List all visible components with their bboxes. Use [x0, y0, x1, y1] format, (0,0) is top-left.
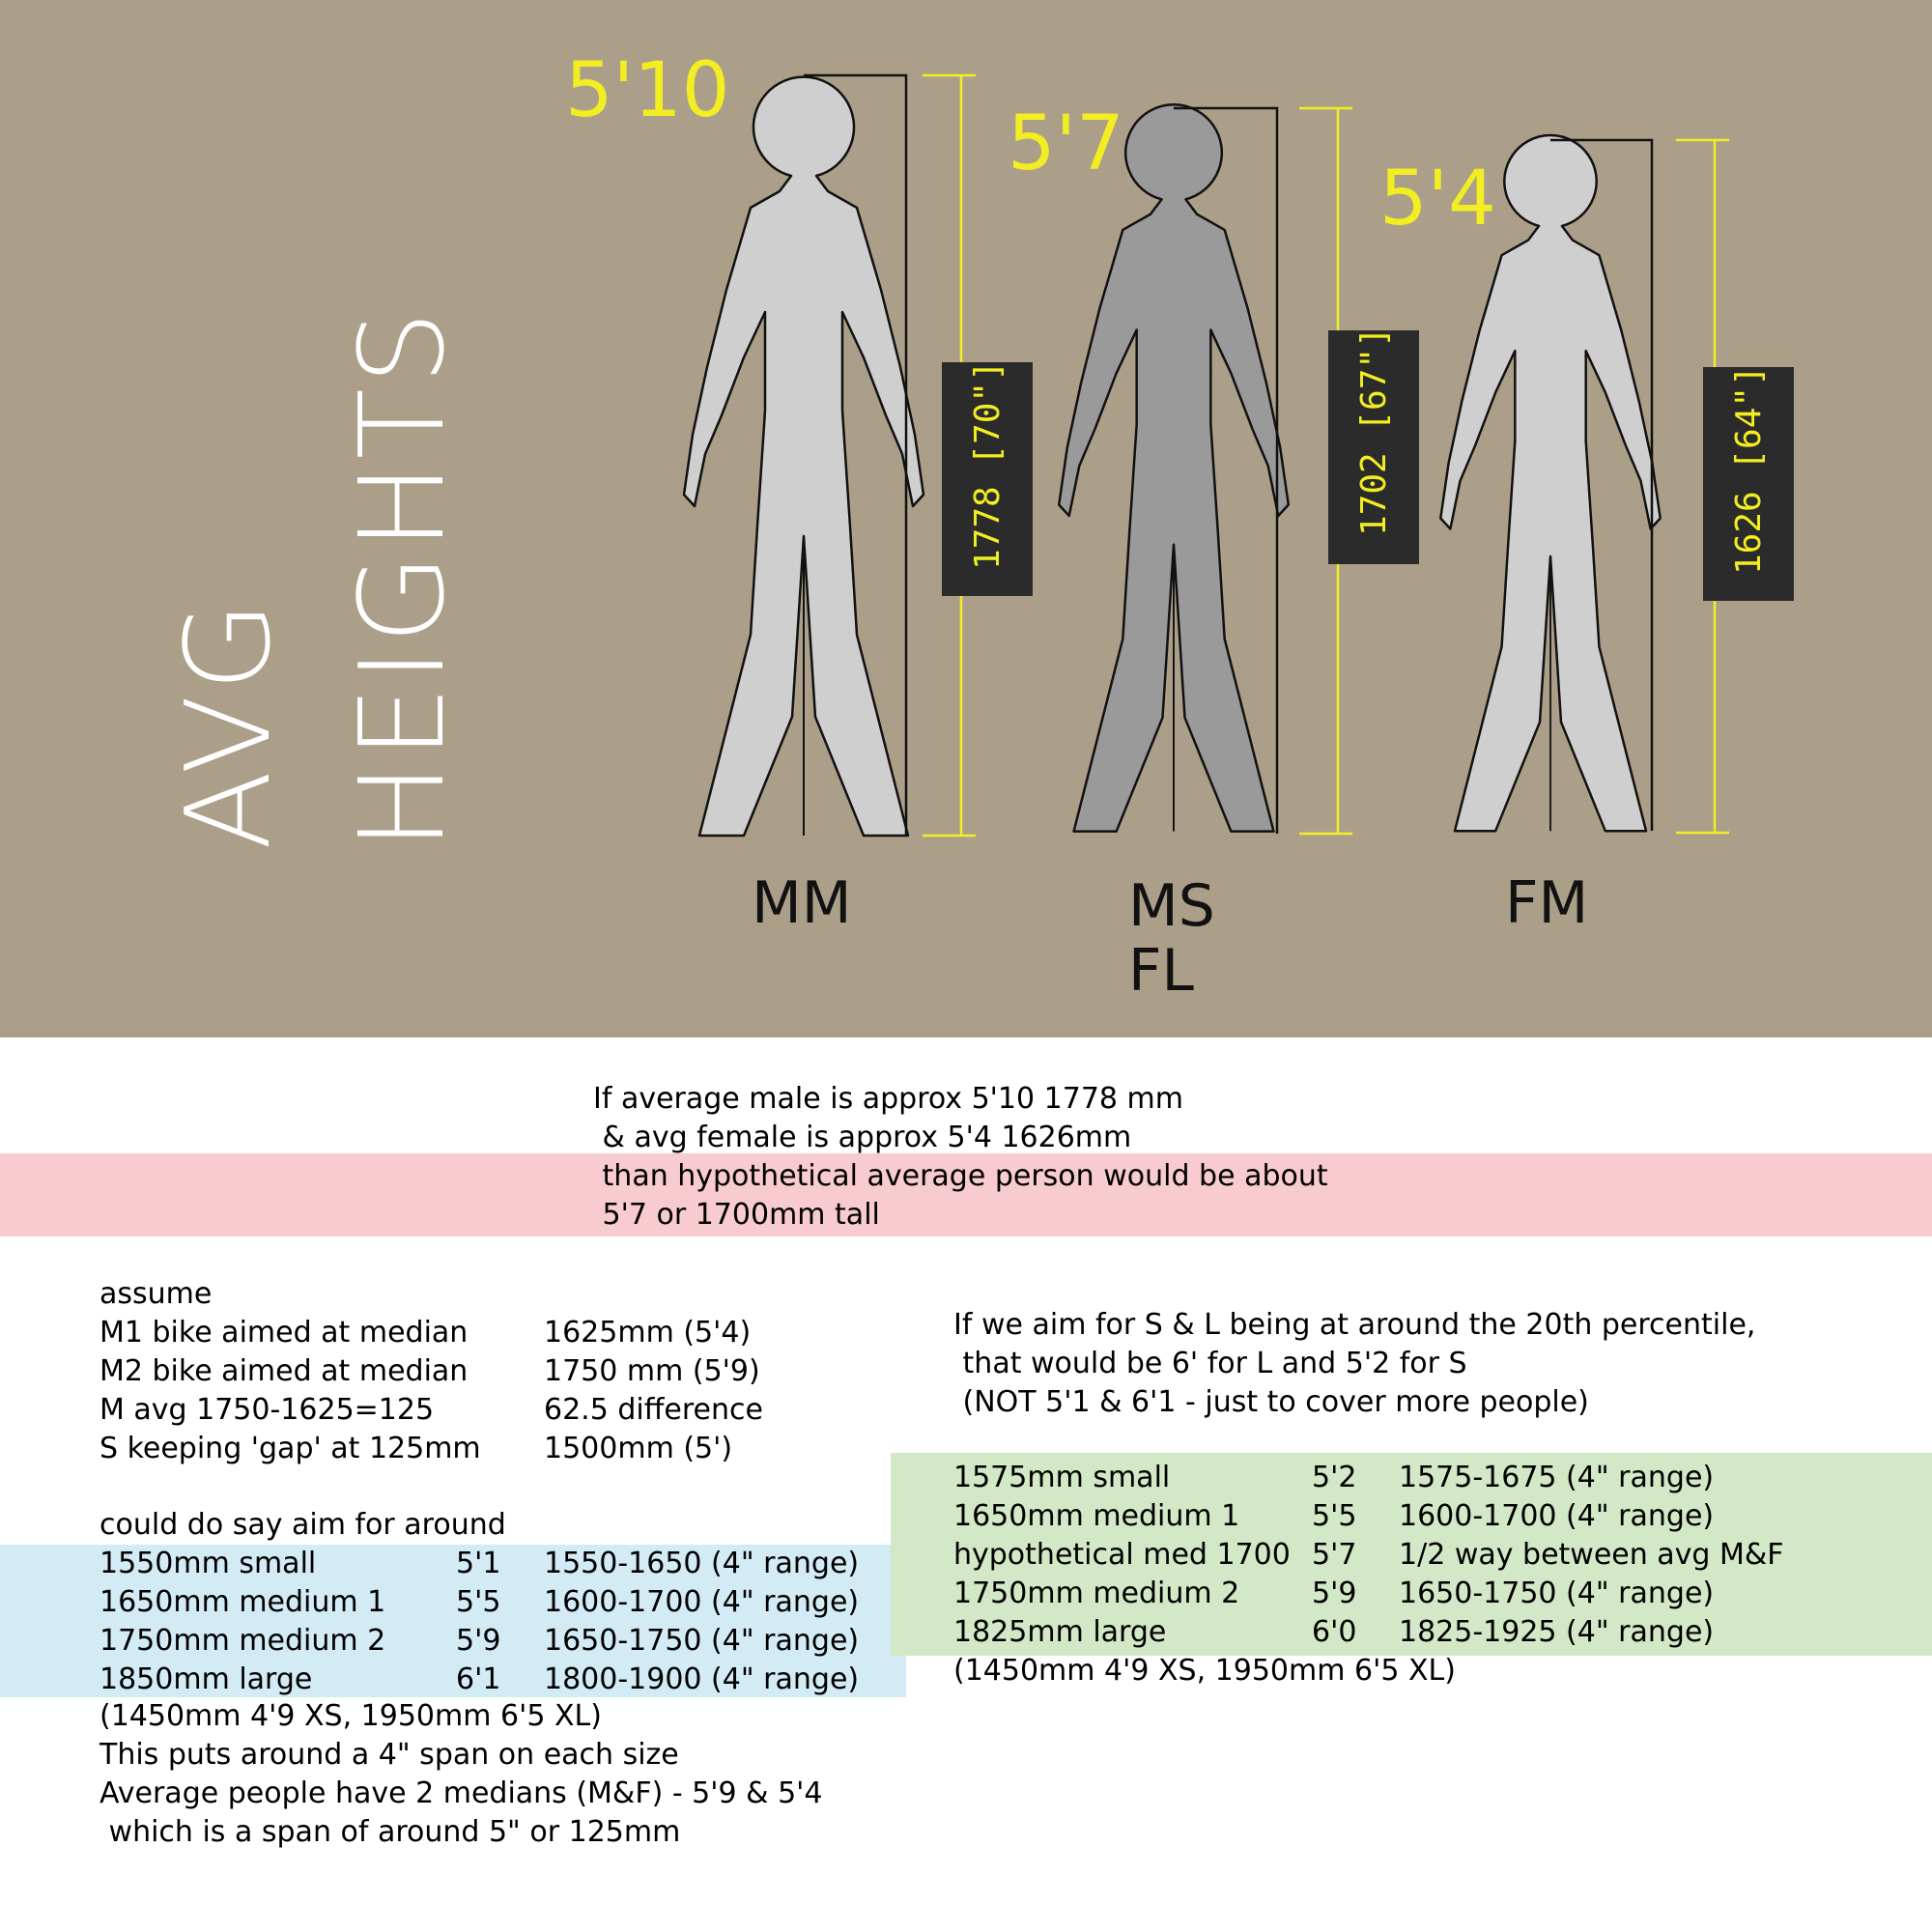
assume-row-left: S keeping 'gap' at 125mm	[99, 1432, 481, 1465]
figure-label-mm: MM	[752, 869, 852, 937]
plan-b-note: (1450mm 4'9 XS, 1950mm 6'5 XL)	[953, 1654, 1456, 1688]
plan-a-ft: 5'5	[456, 1585, 501, 1619]
dim-label-box-msfl	[1328, 330, 1419, 564]
figure-msfl: 5'7 1702 [67"] MS FL	[1008, 100, 1419, 1005]
assume-row-right: 1500mm (5')	[544, 1432, 733, 1465]
dim-label-msfl: 1702 [67"]	[1354, 327, 1394, 536]
figure-mm: 5'10 1778 [70"] MM	[565, 47, 1033, 937]
height-ft-mm: 5'10	[565, 47, 729, 134]
intro-line-1: If average male is approx 5'10 1778 mm	[593, 1082, 1183, 1116]
plan-a-ft: 5'9	[456, 1624, 501, 1658]
person-silhouette-mm	[682, 75, 925, 838]
plan-a-note: (1450mm 4'9 XS, 1950mm 6'5 XL)	[99, 1699, 602, 1733]
plan-a-ft: 5'1	[456, 1547, 501, 1580]
plan-b-range: 1825-1925 (4" range)	[1399, 1615, 1715, 1649]
plan-a-size: 1850mm large	[99, 1662, 313, 1696]
plan-b-intro: If we aim for S & L being at around the …	[953, 1308, 1756, 1342]
plan-b-ft: 5'9	[1312, 1577, 1357, 1610]
height-ft-fm: 5'4	[1379, 156, 1496, 242]
plan-b-range: 1600-1700 (4" range)	[1399, 1499, 1715, 1533]
height-figures-diagram: AVG HEIGHTS 5'10 1778 [70"] MM	[162, 47, 1794, 1005]
height-ft-msfl: 5'7	[1008, 100, 1124, 187]
figure-label-msfl-line2: FL	[1128, 937, 1195, 1005]
intro-line-4: 5'7 or 1700mm tall	[593, 1198, 880, 1232]
plan-b-size: hypothetical med 1700	[953, 1538, 1291, 1572]
plan-a-range: 1600-1700 (4" range)	[544, 1585, 860, 1619]
plan-b-size: 1825mm large	[953, 1615, 1167, 1649]
title-avg: AVG	[162, 598, 297, 851]
illustration-panel: AVG HEIGHTS 5'10 1778 [70"] MM	[0, 0, 1932, 1037]
plan-a-range: 1550-1650 (4" range)	[544, 1547, 860, 1580]
assume-row-right: 1750 mm (5'9)	[544, 1354, 760, 1388]
plan-a-size: 1550mm small	[99, 1547, 317, 1580]
pink-highlight-band	[0, 1153, 1932, 1236]
figure-fm: 5'4 1626 [64"] FM	[1379, 133, 1794, 937]
plan-a-size: 1650mm medium 1	[99, 1585, 386, 1619]
plan-a-heading: could do say aim for around	[99, 1508, 506, 1542]
plan-a-size: 1750mm medium 2	[99, 1624, 386, 1658]
assume-heading: assume	[99, 1277, 213, 1311]
plan-b-intro: (NOT 5'1 & 6'1 - just to cover more peop…	[953, 1385, 1589, 1419]
plan-a-range: 1650-1750 (4" range)	[544, 1624, 860, 1658]
dim-label-fm: 1626 [64"]	[1729, 365, 1769, 575]
assume-row-right: 62.5 difference	[544, 1393, 763, 1427]
person-silhouette-fm	[1439, 133, 1662, 833]
blue-highlight-band	[0, 1545, 906, 1697]
plan-b-size: 1650mm medium 1	[953, 1499, 1240, 1533]
green-highlight-band	[891, 1453, 1932, 1656]
plan-b-size: 1750mm medium 2	[953, 1577, 1240, 1610]
dim-label-box-fm	[1703, 367, 1794, 601]
plan-b-ft: 5'7	[1312, 1538, 1357, 1572]
plan-b-range: 1/2 way between avg M&F	[1399, 1538, 1784, 1572]
plan-a-range: 1800-1900 (4" range)	[544, 1662, 860, 1696]
assume-row-left: M1 bike aimed at median	[99, 1316, 469, 1350]
assume-row-left: M2 bike aimed at median	[99, 1354, 469, 1388]
person-silhouette-msfl	[1057, 103, 1291, 833]
intro-line-3: than hypothetical average person would b…	[593, 1159, 1328, 1193]
plan-b-ft: 5'5	[1312, 1499, 1357, 1533]
assume-row-right: 1625mm (5'4)	[544, 1316, 752, 1350]
plan-b-range: 1575-1675 (4" range)	[1399, 1461, 1715, 1494]
title-heights: HEIGHTS	[336, 307, 470, 850]
plan-b-ft: 5'2	[1312, 1461, 1357, 1494]
figure-label-msfl-line1: MS	[1128, 872, 1215, 940]
plan-a-note: This puts around a 4" span on each size	[99, 1738, 679, 1772]
plan-b-size: 1575mm small	[953, 1461, 1171, 1494]
plan-a-note: Average people have 2 medians (M&F) - 5'…	[99, 1776, 823, 1810]
plan-b-range: 1650-1750 (4" range)	[1399, 1577, 1715, 1610]
figure-label-fm: FM	[1505, 869, 1588, 937]
dim-label-box-mm	[942, 362, 1033, 596]
dim-label-mm: 1778 [70"]	[968, 360, 1008, 570]
plan-a-ft: 6'1	[456, 1662, 501, 1696]
assume-row-left: M avg 1750-1625=125	[99, 1393, 435, 1427]
plan-b-intro: that would be 6' for L and 5'2 for S	[953, 1347, 1467, 1380]
plan-b-ft: 6'0	[1312, 1615, 1357, 1649]
plan-a-note: which is a span of around 5" or 125mm	[99, 1815, 681, 1849]
intro-line-2: & avg female is approx 5'4 1626mm	[593, 1121, 1132, 1154]
